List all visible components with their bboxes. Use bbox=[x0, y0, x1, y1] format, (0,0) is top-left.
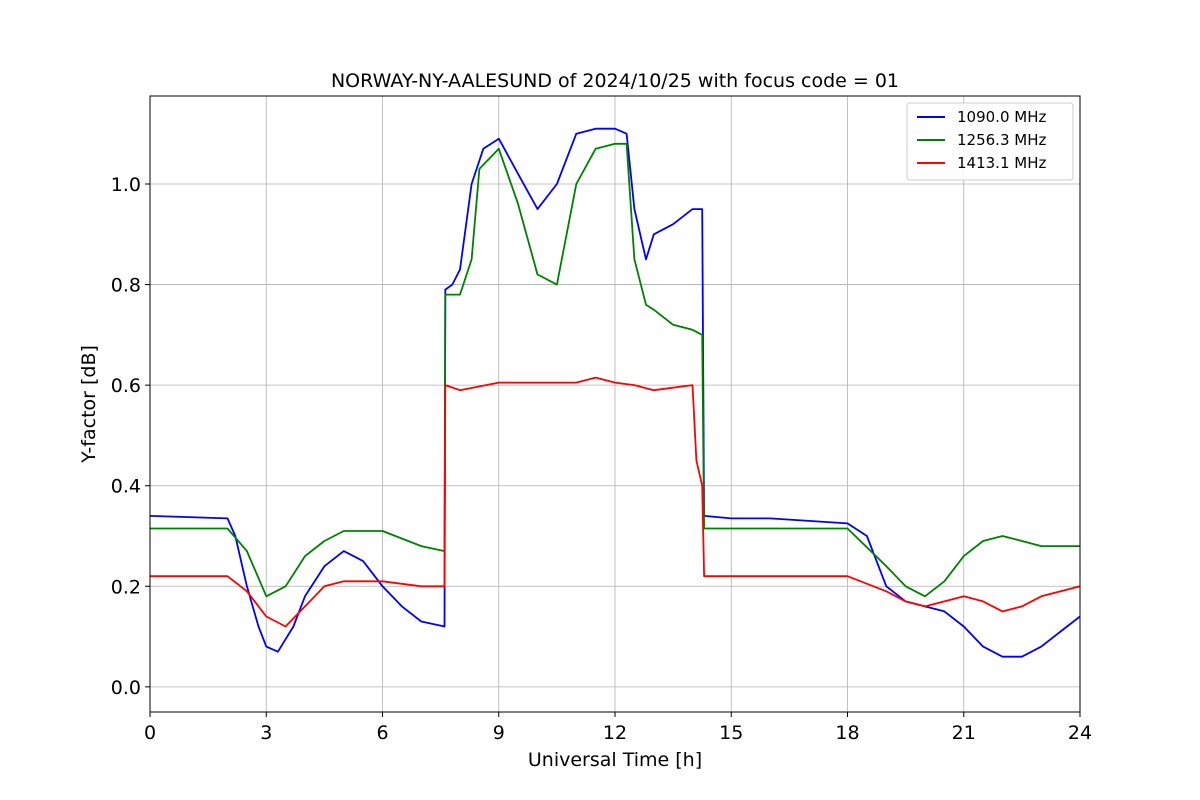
series-line-3 bbox=[150, 376, 1080, 628]
legend-entry: 1090.0 MHz bbox=[957, 108, 1046, 126]
x-tick-label: 15 bbox=[719, 722, 743, 744]
x-tick-label: 18 bbox=[835, 722, 859, 744]
series-layer bbox=[150, 127, 1080, 658]
y-tick-label: 0.2 bbox=[111, 576, 141, 598]
legend-entry: 1413.1 MHz bbox=[957, 154, 1046, 172]
x-axis-label: Universal Time [h] bbox=[528, 749, 702, 771]
y-tick-label: 0.0 bbox=[111, 677, 141, 699]
x-tick-label: 24 bbox=[1068, 722, 1092, 744]
legend-entry: 1256.3 MHz bbox=[957, 131, 1046, 149]
x-tick-label: 3 bbox=[260, 722, 272, 744]
legend-box bbox=[906, 102, 1074, 181]
y-tick-label: 0.4 bbox=[111, 476, 141, 498]
y-axis: 0.0 0.2 0.4 0.6 0.8 1.0 bbox=[111, 174, 150, 699]
x-axis: 0 3 6 9 12 15 18 21 24 bbox=[144, 712, 1092, 744]
x-tick-label: 0 bbox=[144, 722, 156, 744]
chart-title: NORWAY-NY-AALESUND of 2024/10/25 with fo… bbox=[331, 70, 899, 92]
y-tick-label: 0.8 bbox=[111, 275, 141, 297]
legend: 1090.0 MHz 1256.3 MHz 1413.1 MHz bbox=[906, 102, 1074, 181]
series-line-2 bbox=[150, 142, 1080, 598]
y-tick-label: 0.6 bbox=[111, 375, 141, 397]
y-tick-label: 1.0 bbox=[111, 174, 141, 196]
x-tick-label: 6 bbox=[376, 722, 388, 744]
y-axis-label: Y-factor [dB] bbox=[78, 345, 100, 464]
x-tick-label: 9 bbox=[493, 722, 505, 744]
x-tick-label: 21 bbox=[952, 722, 976, 744]
x-tick-label: 12 bbox=[603, 722, 627, 744]
